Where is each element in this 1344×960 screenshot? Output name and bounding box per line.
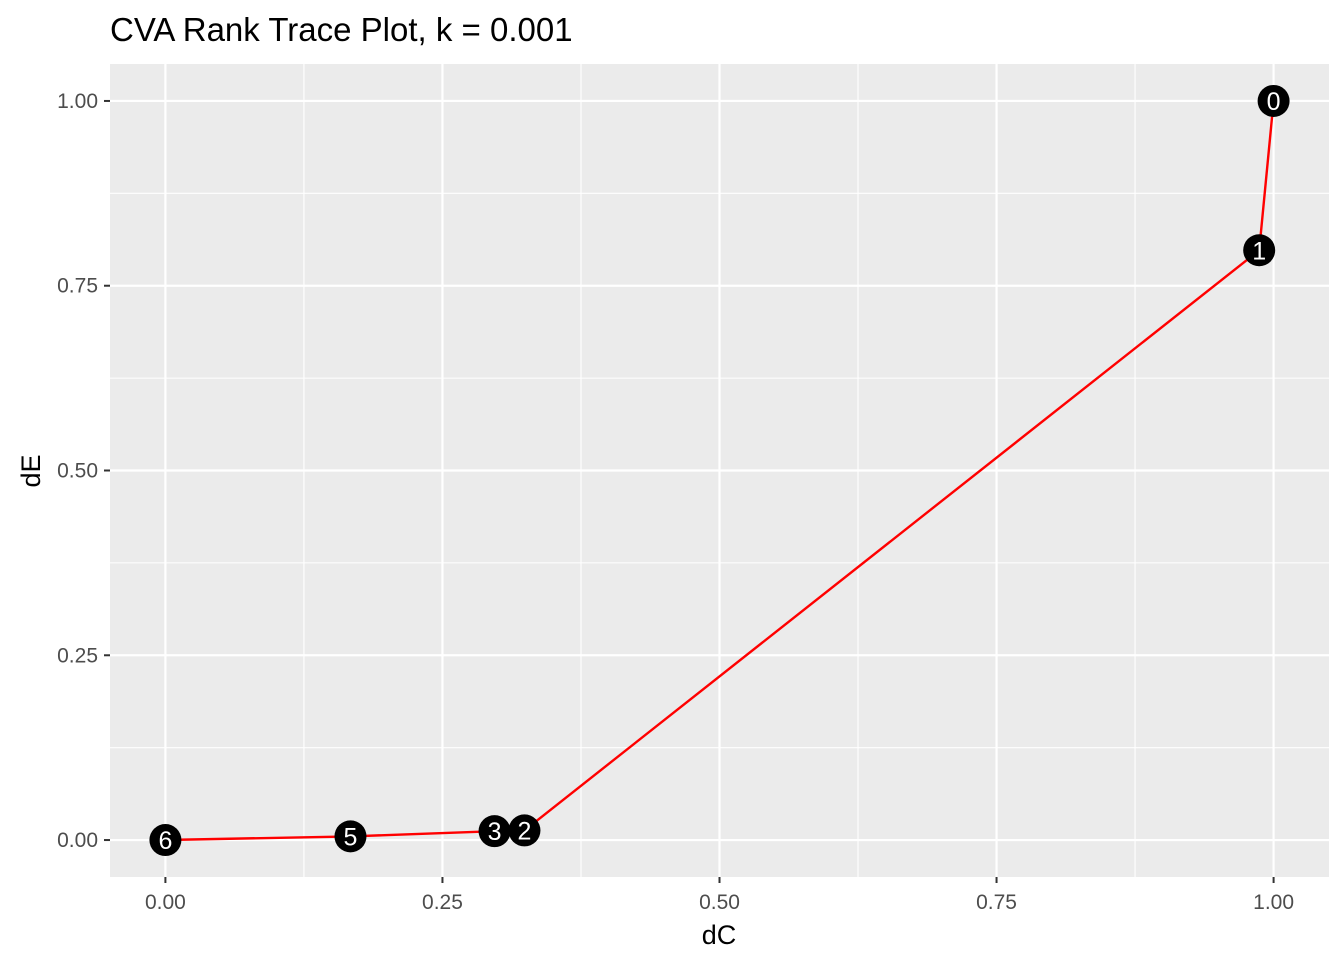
point-marker: [478, 815, 511, 848]
x-axis-title: dC: [702, 920, 737, 950]
chart-title: CVA Rank Trace Plot, k = 0.001: [110, 11, 573, 48]
y-axis-title: dE: [16, 454, 46, 487]
major-gridlines: [110, 64, 1329, 877]
point-1: 1: [1243, 234, 1276, 267]
point-marker: [149, 824, 182, 857]
point-label: 0: [1267, 88, 1281, 116]
y-tick-label: 1.00: [57, 90, 98, 113]
point-0: 0: [1257, 84, 1290, 117]
point-5: 5: [334, 820, 367, 853]
x-tick-label: 0.50: [699, 891, 740, 914]
point-marker: [1257, 84, 1290, 117]
point-label: 6: [158, 827, 172, 855]
point-label: 2: [518, 817, 532, 845]
x-tick-label: 0.25: [422, 891, 463, 914]
x-tick-label: 0.00: [145, 891, 186, 914]
point-2: 2: [508, 814, 541, 847]
point-marker: [508, 814, 541, 847]
y-tick-label: 0.50: [57, 460, 98, 483]
data-points: 6 5 3 2 1 0: [149, 84, 1290, 857]
point-label: 1: [1252, 237, 1266, 265]
point-3: 3: [478, 815, 511, 848]
y-tick-label: 0.75: [57, 275, 98, 298]
y-axis-tick-labels: 0.00 0.25 0.50 0.75 1.00: [57, 90, 98, 852]
point-label: 3: [488, 818, 502, 846]
y-tick-label: 0.00: [57, 829, 98, 852]
point-6: 6: [149, 824, 182, 857]
x-tick-label: 1.00: [1253, 891, 1294, 914]
point-marker: [1243, 234, 1276, 267]
y-tick-label: 0.25: [57, 644, 98, 667]
x-tick-label: 0.75: [976, 891, 1017, 914]
x-axis-tick-labels: 0.00 0.25 0.50 0.75 1.00: [145, 891, 1294, 914]
point-label: 5: [344, 823, 358, 851]
axis-ticks: [104, 99, 1275, 883]
point-marker: [334, 820, 367, 853]
